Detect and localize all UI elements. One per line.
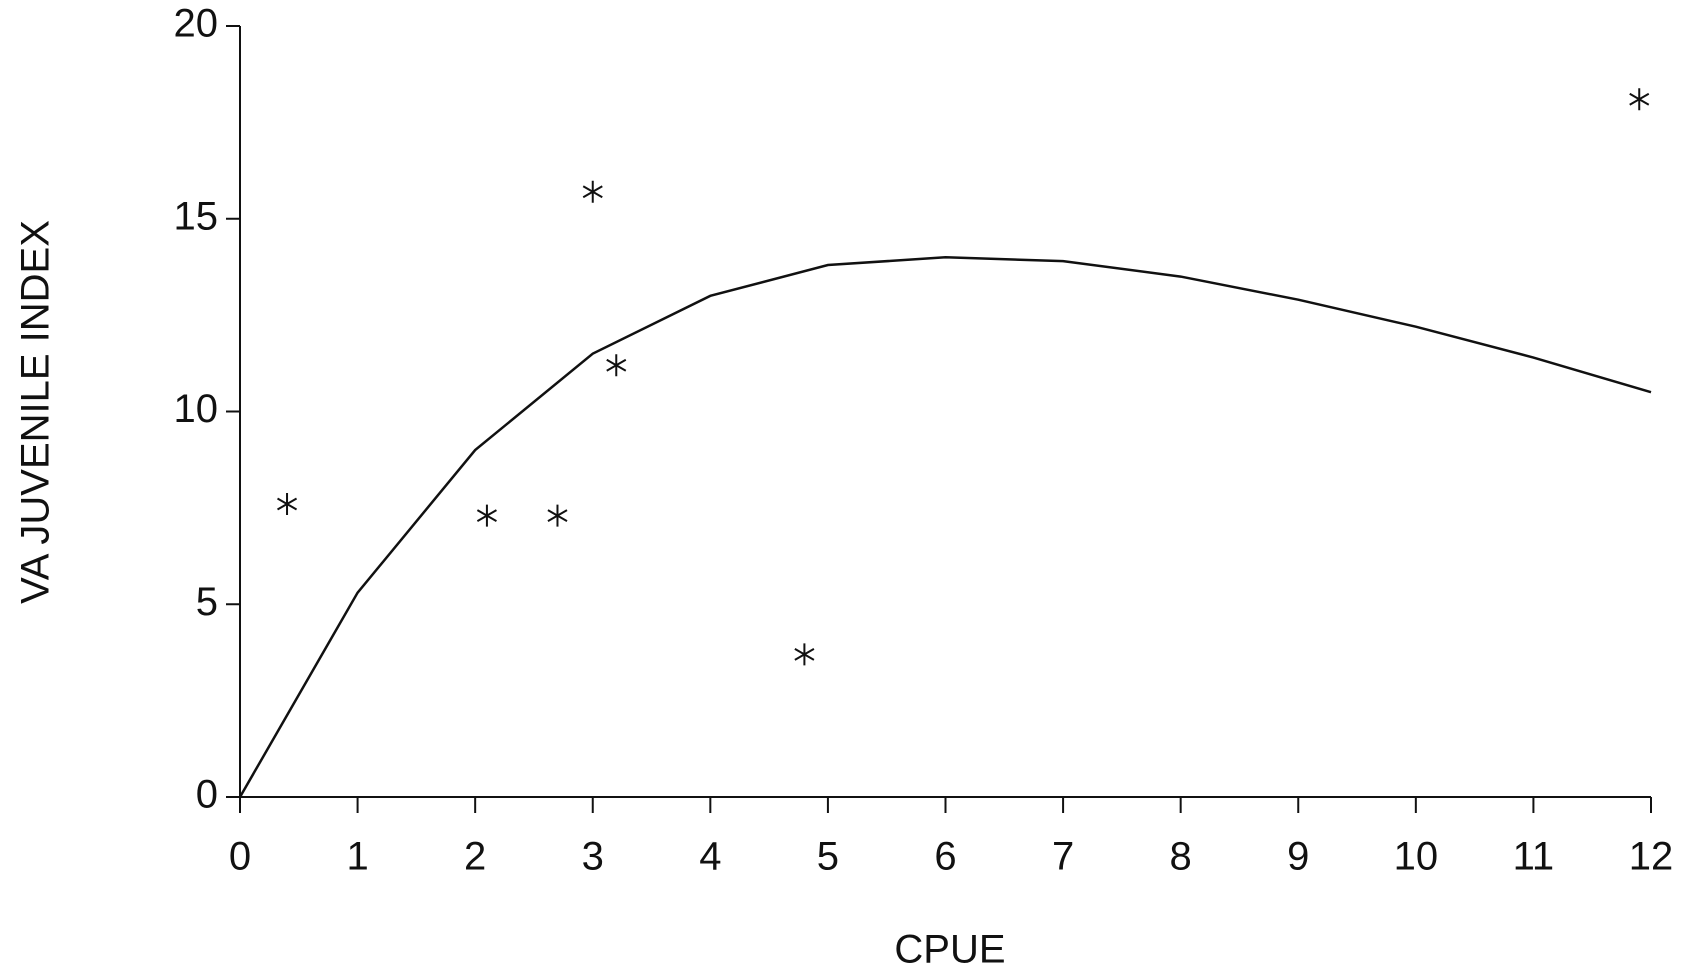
point xyxy=(582,180,603,203)
y-tick-label: 15 xyxy=(174,194,219,238)
x-tick-label: 9 xyxy=(1287,835,1309,879)
x-axis-label: CPUE xyxy=(894,928,1005,972)
x-tick-label: 4 xyxy=(699,835,721,879)
x-tick-label: 3 xyxy=(582,835,604,879)
x-tick-label: 0 xyxy=(229,835,251,879)
point xyxy=(547,504,568,527)
x-tick-label: 7 xyxy=(1052,835,1074,879)
x-tick-label: 8 xyxy=(1170,835,1192,879)
x-tick-label: 2 xyxy=(464,835,486,879)
point xyxy=(606,354,627,377)
point xyxy=(1629,88,1650,111)
y-tick-label: 5 xyxy=(196,580,218,624)
y-tick-label: 10 xyxy=(174,387,219,431)
point xyxy=(277,493,298,516)
point xyxy=(794,643,815,666)
x-tick-label: 12 xyxy=(1629,835,1674,879)
x-tick-label: 11 xyxy=(1513,835,1555,879)
x-tick-label: 10 xyxy=(1394,835,1439,879)
x-tick-label: 5 xyxy=(817,835,839,879)
x-tick-label: 6 xyxy=(934,835,956,879)
y-axis-label: VA JUVENILE INDEX xyxy=(14,220,58,604)
point xyxy=(476,504,497,527)
y-tick-label: 0 xyxy=(196,773,218,817)
x-tick-label: 1 xyxy=(346,835,368,879)
y-tick-label: 20 xyxy=(174,2,219,46)
fit-curve xyxy=(238,256,1652,798)
